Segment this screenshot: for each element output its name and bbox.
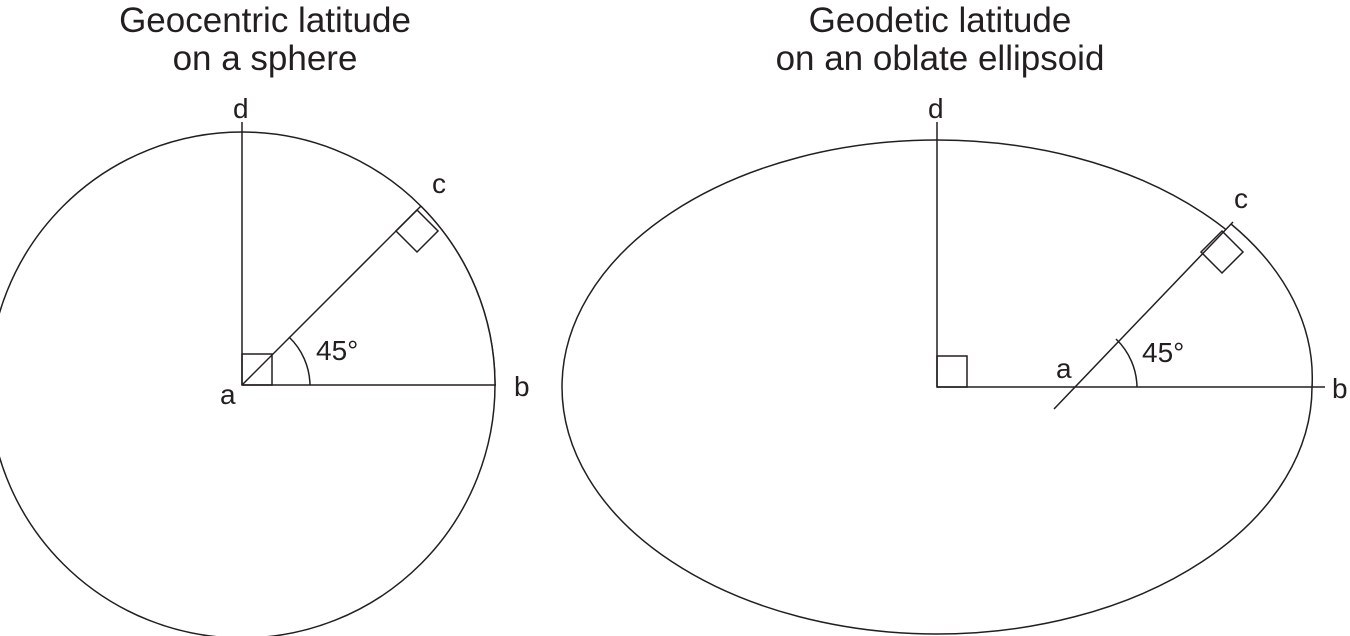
right-diagram-title: Geodetic latitude on an oblate ellipsoid [715,2,1165,78]
sphere-right-angle-marker [241,353,273,386]
right-title-line2: on an oblate ellipsoid [775,39,1105,78]
ellipsoid-angle-arc [1115,338,1138,388]
ellipsoid-diagram: d c b a 45° [561,93,1348,635]
ellipsoid-right-angle-marker [936,355,968,388]
sphere-label-d: d [233,93,249,124]
sphere-arc-outline [420,205,496,386]
ellipsoid-label-d: d [928,93,944,124]
sphere-label-a: a [220,379,236,410]
sphere-surface-right-angle-marker [394,208,440,254]
sphere-diagram: d c b a 45° [0,93,530,636]
ellipsoid-label-c: c [1234,183,1248,214]
sphere-unfilled-wedge [242,206,495,385]
right-title-line1: Geodetic latitude [808,1,1072,40]
ellipsoid-arc-outline [1230,223,1314,388]
ellipsoid-angle-label: 45° [1142,337,1184,368]
sphere-label-b: b [514,371,530,402]
ellipsoid-surface-right-angle-marker [1199,229,1245,275]
left-title-line1: Geocentric latitude [119,1,411,40]
ellipsoid-label-b: b [1332,373,1348,404]
sphere-label-c: c [432,168,446,199]
left-title-line2: on a sphere [172,39,358,78]
sphere-angle-arc [288,336,311,386]
ellipsoid-unfilled-wedge [1068,224,1313,387]
ellipsoid-label-a: a [1056,353,1072,384]
sphere-angle-label: 45° [316,335,358,366]
left-diagram-title: Geocentric latitude on a sphere [40,2,490,78]
